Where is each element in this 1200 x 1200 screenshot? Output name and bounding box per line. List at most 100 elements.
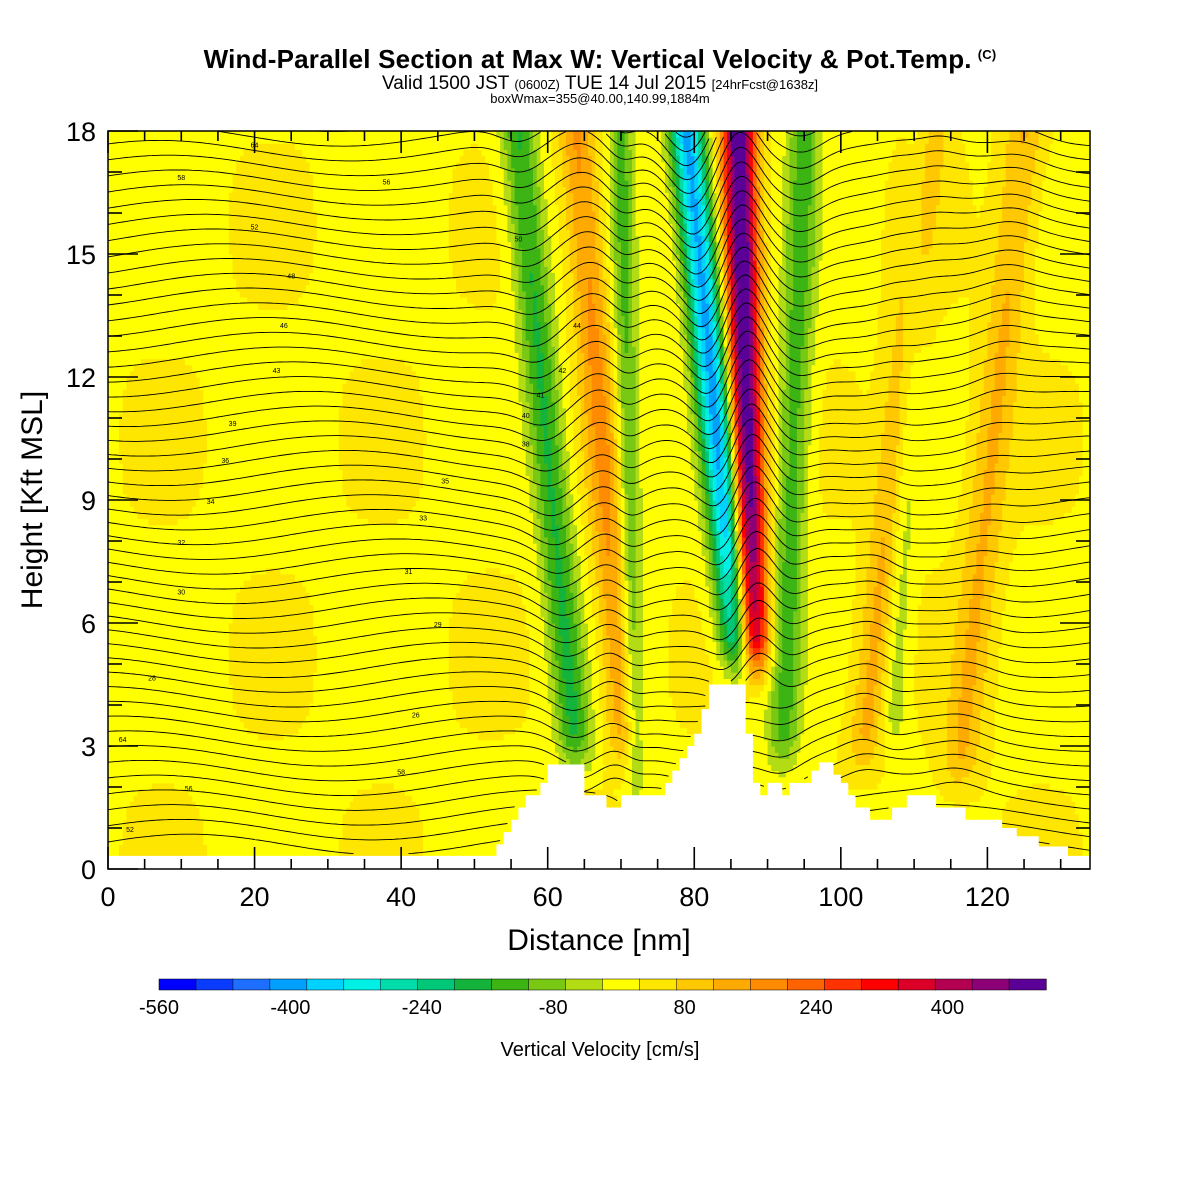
- field-cell: [119, 432, 123, 439]
- field-cell: [134, 389, 138, 396]
- field-cell: [126, 568, 130, 575]
- field-cell: [134, 555, 138, 562]
- field-cell: [137, 543, 141, 550]
- field-cell: [126, 580, 130, 587]
- field-cell: [134, 525, 138, 532]
- field-cell: [145, 844, 149, 851]
- field-cell: [148, 697, 152, 704]
- field-cell: [148, 660, 152, 667]
- field-cell: [126, 193, 130, 200]
- field-cell: [134, 365, 138, 372]
- field-cell: [137, 518, 141, 525]
- field-cell: [126, 322, 130, 329]
- field-cell: [148, 537, 152, 544]
- field-cell: [119, 746, 123, 753]
- field-cell: [115, 211, 119, 218]
- field-cell: [119, 475, 123, 482]
- field-cell: [115, 420, 119, 427]
- field-cell: [119, 580, 123, 587]
- field-cell: [115, 383, 119, 390]
- field-cell: [115, 272, 119, 279]
- field-cell: [148, 623, 152, 630]
- field-cell: [134, 703, 138, 710]
- field-cell: [115, 389, 119, 396]
- field-cell: [119, 765, 123, 772]
- field-cell: [137, 174, 141, 181]
- field-cell: [119, 193, 123, 200]
- field-cell: [126, 242, 130, 249]
- field-cell: [115, 795, 119, 802]
- field-cell: [115, 506, 119, 513]
- field-cell: [126, 537, 130, 544]
- field-cell: [119, 229, 123, 236]
- field-cell: [126, 703, 130, 710]
- field-cell: [137, 808, 141, 815]
- field-cell: [134, 666, 138, 673]
- field-cell: [145, 340, 149, 347]
- field-cell: [134, 605, 138, 612]
- field-cell: [126, 236, 130, 243]
- field-cell: [119, 512, 123, 519]
- field-cell: [119, 685, 123, 692]
- field-cell: [119, 420, 123, 427]
- field-cell: [145, 180, 149, 187]
- field-cell: [115, 512, 119, 519]
- field-cell: [115, 162, 119, 169]
- field-cell: [134, 795, 138, 802]
- field-cell: [145, 451, 149, 458]
- field-cell: [134, 291, 138, 298]
- field-cell: [148, 801, 152, 808]
- field-cell: [126, 316, 130, 323]
- field-cell: [148, 408, 152, 415]
- field-cell: [119, 340, 123, 347]
- field-cell: [137, 162, 141, 169]
- field-cell: [119, 279, 123, 286]
- field-cell: [119, 697, 123, 704]
- field-cell: [126, 279, 130, 286]
- field-cell: [148, 838, 152, 845]
- field-cell: [119, 752, 123, 759]
- field-cell: [115, 605, 119, 612]
- field-cell: [126, 309, 130, 316]
- field-cell: [115, 365, 119, 372]
- field-cell: [126, 352, 130, 359]
- field-cell: [115, 801, 119, 808]
- field-cell: [148, 531, 152, 538]
- field-cell: [119, 549, 123, 556]
- field-cell: [137, 303, 141, 310]
- field-cell: [119, 525, 123, 532]
- field-cell: [137, 199, 141, 206]
- field-cell: [126, 697, 130, 704]
- field-cell: [126, 783, 130, 790]
- field-cell: [134, 463, 138, 470]
- field-cell: [115, 402, 119, 409]
- field-cell: [148, 457, 152, 464]
- field-cell: [119, 814, 123, 821]
- field-cell: [115, 531, 119, 538]
- field-cell: [115, 223, 119, 230]
- field-cell: [126, 611, 130, 618]
- field-cell: [148, 832, 152, 839]
- field-cell: [145, 814, 149, 821]
- field-cell: [134, 272, 138, 279]
- field-cell: [119, 721, 123, 728]
- field-cell: [119, 801, 123, 808]
- field-cell: [115, 832, 119, 839]
- field-cell: [126, 451, 130, 458]
- field-cell: [115, 408, 119, 415]
- field-cell: [134, 383, 138, 390]
- field-cell: [115, 555, 119, 562]
- field-cell: [126, 814, 130, 821]
- field-cell: [145, 734, 149, 741]
- field-cell: [134, 801, 138, 808]
- field-cell: [115, 771, 119, 778]
- field-cell: [145, 715, 149, 722]
- field-cell: [115, 629, 119, 636]
- field-cell: [126, 414, 130, 421]
- field-cell: [126, 808, 130, 815]
- field-cell: [148, 506, 152, 513]
- field-cell: [145, 838, 149, 845]
- field-cell: [148, 728, 152, 735]
- field-cell: [134, 439, 138, 446]
- field-cell: [145, 709, 149, 716]
